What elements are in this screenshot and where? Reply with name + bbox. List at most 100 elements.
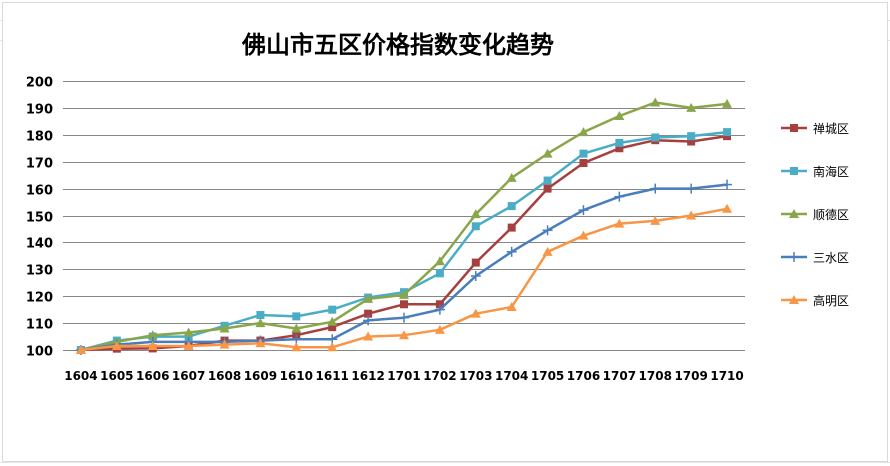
data-point [255,318,266,328]
data-point [650,183,661,194]
data-point [507,223,516,232]
data-point [723,132,732,141]
data-point [722,179,733,190]
y-tick-label: 190 [26,103,53,118]
data-point [542,225,553,236]
data-point [292,312,301,321]
legend-label: 高明区 [813,293,849,308]
y-tick-label: 170 [26,157,53,172]
x-tick-label: 1605 [100,369,133,383]
legend-label: 南海区 [813,164,849,179]
legend-label: 顺德区 [813,207,849,222]
legend-item: 禅城区 [781,122,849,136]
x-tick-label: 1609 [244,369,277,383]
data-point [256,311,265,320]
data-point [255,338,266,348]
data-point [789,252,799,262]
legend-label: 三水区 [813,251,849,265]
x-tick-label: 1610 [280,369,313,383]
series-三水区 [75,179,733,355]
series-line [80,207,728,352]
data-point [470,271,481,282]
data-point [651,133,660,142]
data-point [364,309,373,318]
data-point [219,323,230,333]
x-tick-label: 1710 [710,369,743,383]
data-point [650,215,661,225]
x-tick-label: 1704 [495,369,528,383]
legend-item: 三水区 [781,251,849,265]
data-point [686,183,697,194]
data-point [471,222,480,231]
x-tick-label: 1606 [136,369,169,383]
data-point [650,97,661,107]
legend-item: 顺德区 [781,207,849,222]
data-point [543,176,552,185]
legend-label: 禅城区 [813,122,849,136]
line-chart: 佛山市五区价格指数变化趋势 100 110 120 130 140 150 160 170 18… [26,31,849,383]
data-point [686,102,697,112]
y-tick-label: 120 [26,291,53,306]
data-point [327,342,338,352]
y-tick-label: 130 [26,264,53,279]
data-point [291,342,302,352]
data-point [722,98,733,108]
x-tick-label: 1612 [351,369,384,383]
data-point [435,269,444,278]
x-tick-label: 1604 [64,369,97,383]
data-point [614,110,625,120]
data-point [579,159,588,168]
data-point [789,209,799,218]
y-tick-label: 180 [26,130,53,145]
data-point [184,332,193,341]
data-point [542,148,553,158]
data-point [435,300,444,309]
data-point [614,218,625,228]
series-顺德区 [75,97,733,354]
x-tick-label: 1611 [316,369,349,383]
data-point [327,316,338,326]
data-point [328,323,337,332]
data-point [579,149,588,158]
data-point [291,323,302,333]
data-point [542,246,553,256]
data-point [111,340,122,350]
legend-item: 南海区 [781,164,849,179]
y-tick-label: 100 [26,345,53,360]
legend-item: 高明区 [781,293,849,308]
data-point [363,293,374,303]
series-line [80,183,728,352]
data-point [470,209,481,219]
data-point [790,167,798,175]
data-point [363,315,374,326]
data-point [506,172,517,182]
data-point [399,289,409,299]
x-tick-label: 1702 [423,369,456,383]
data-point [615,144,624,153]
data-point [219,339,230,349]
data-point [434,324,445,334]
data-point [471,258,480,267]
series-lines [75,97,733,355]
y-tick-label: 140 [26,237,53,252]
data-point [578,205,589,216]
data-point [434,304,445,315]
x-tick-label: 1708 [639,369,672,383]
data-point [790,124,798,132]
data-point [789,295,799,304]
data-point [507,202,516,211]
data-point [363,331,374,341]
data-point [506,246,517,257]
data-point [615,138,624,147]
data-point [328,305,337,314]
data-point [506,301,517,311]
data-point [543,184,552,193]
x-tick-label: 1703 [459,369,492,383]
x-tick-label: 1705 [531,369,564,383]
data-point [578,230,589,240]
data-point [614,191,625,202]
data-point [183,327,194,337]
